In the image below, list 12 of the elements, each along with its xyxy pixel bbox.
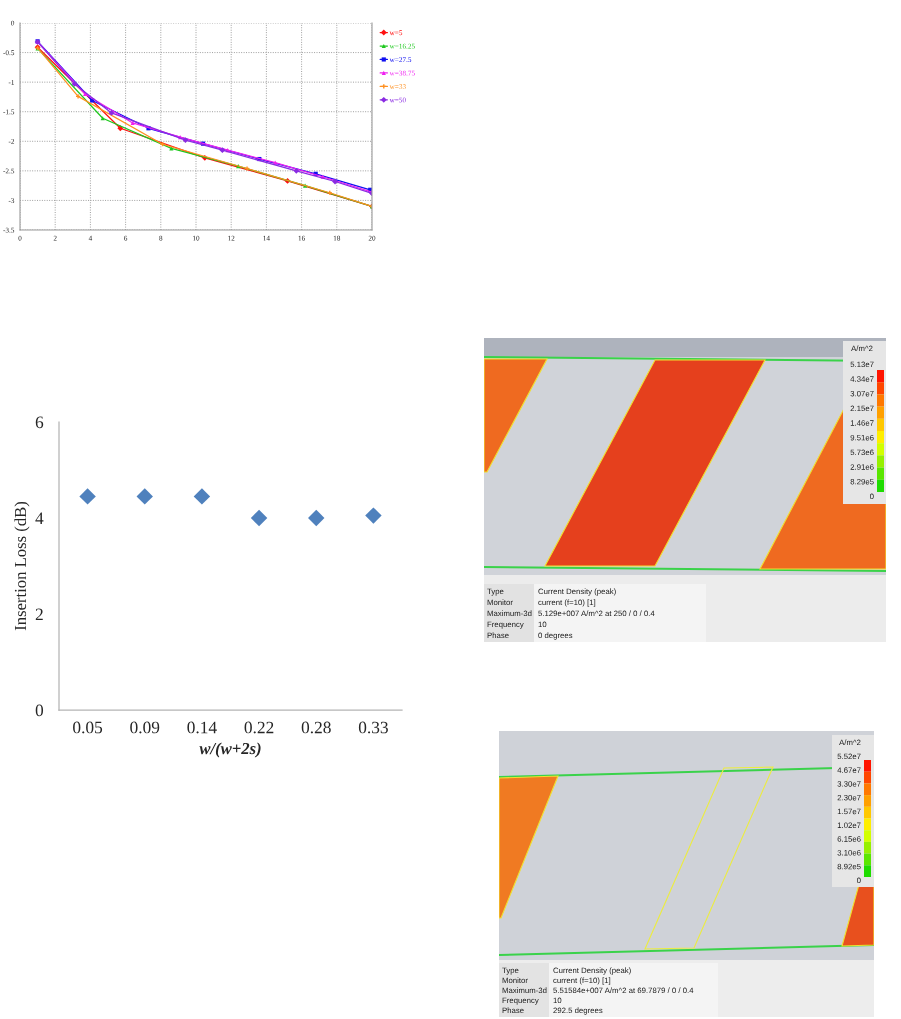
x-tick-label: 0.09 <box>130 721 160 734</box>
y-tick-label: 0 <box>35 704 44 717</box>
y-tick-label: 2 <box>35 608 43 621</box>
x-tick-label: 0.05 <box>73 721 103 734</box>
y-tick-label: 6 <box>35 416 44 429</box>
x-tick-label: 0.28 <box>301 721 331 734</box>
x-tick-label: 0.22 <box>244 721 274 734</box>
y-tick-label: 4 <box>35 512 44 525</box>
x-tick-label: 0.33 <box>358 721 388 734</box>
y-axis-title: Insertion Loss (dB) <box>14 501 30 631</box>
x-axis-title: w/(w+2s) <box>199 742 261 758</box>
x-tick-label: 0.14 <box>187 721 217 734</box>
